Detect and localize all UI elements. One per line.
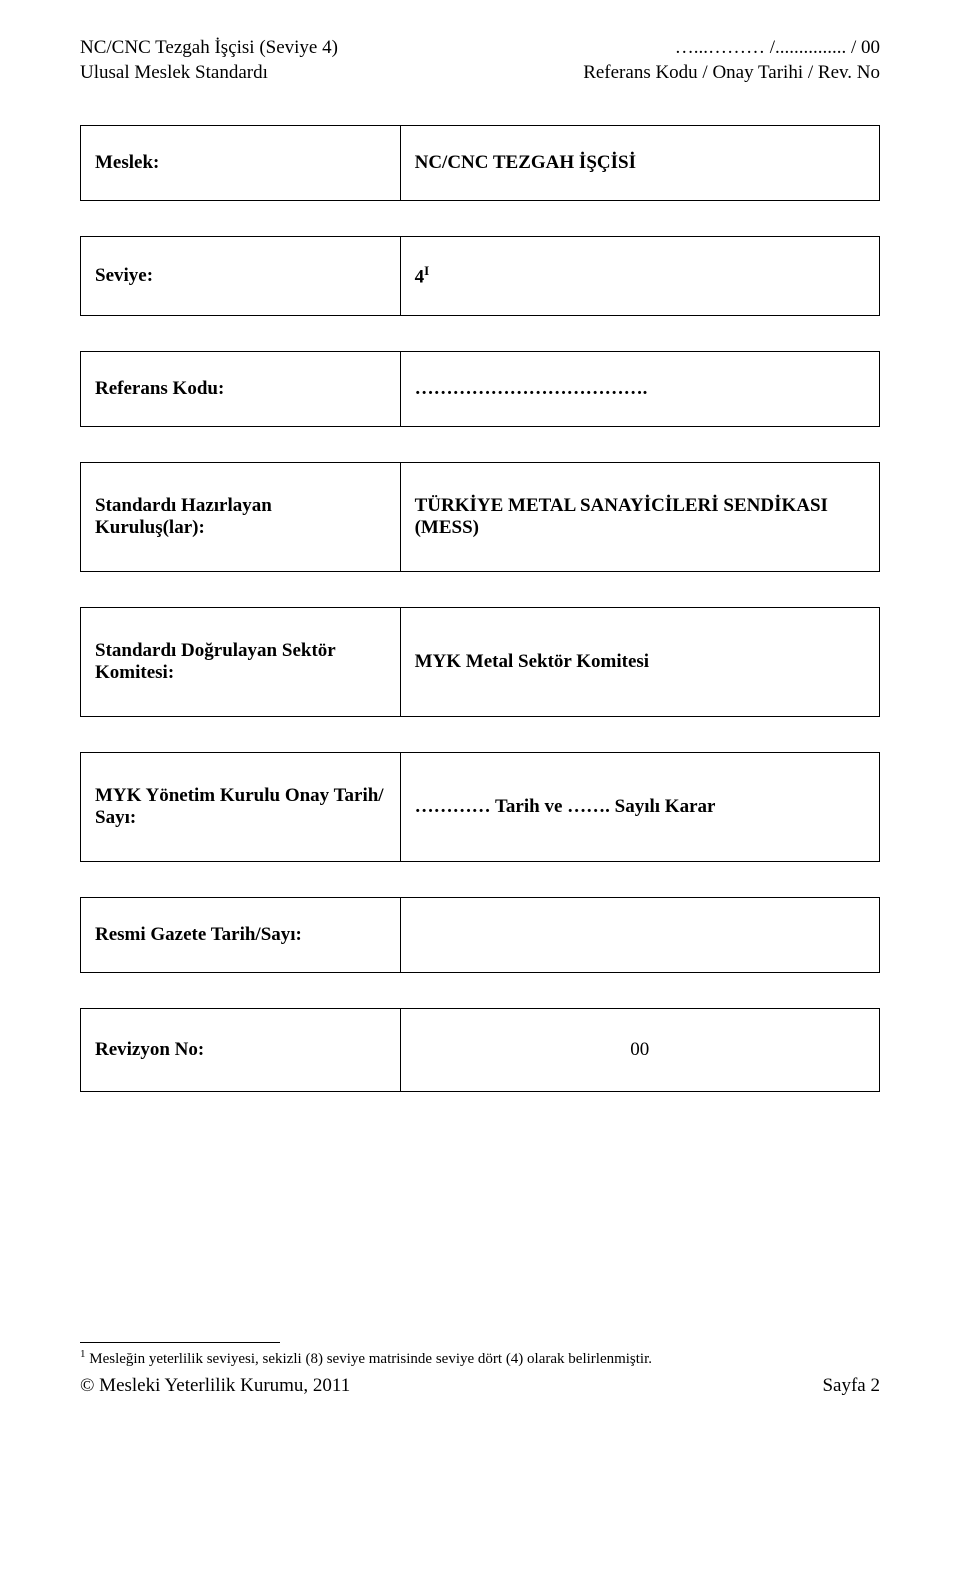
- label-referans: Referans Kodu:: [81, 351, 401, 426]
- value-seviye: 4I: [400, 237, 879, 315]
- value-onay: ………… Tarih ve ……. Sayılı Karar: [400, 752, 879, 861]
- row-onay: MYK Yönetim Kurulu Onay Tarih/ Sayı: …………: [81, 752, 880, 861]
- seviye-prefix: 4: [415, 267, 425, 288]
- row-seviye: Seviye: 4I: [81, 237, 880, 315]
- spacer: [81, 426, 880, 462]
- value-revizyon: 00: [400, 1008, 879, 1091]
- value-dogrulayan: MYK Metal Sektör Komitesi: [400, 607, 879, 716]
- row-meslek: Meslek: NC/CNC TEZGAH İŞÇİSİ: [81, 126, 880, 201]
- value-resmi: [400, 897, 879, 972]
- label-meslek: Meslek:: [81, 126, 401, 201]
- spacer: [81, 972, 880, 1008]
- row-hazirlayan: Standardı Hazırlayan Kuruluş(lar): TÜRKİ…: [81, 462, 880, 571]
- footnote-text: Mesleğin yeterlilik seviyesi, sekizli (8…: [86, 1351, 653, 1367]
- footnote-rule: [80, 1342, 280, 1343]
- header-right-line2: Referans Kodu / Onay Tarihi / Rev. No: [583, 61, 880, 86]
- spacer: [81, 716, 880, 752]
- footer-left: © Mesleki Yeterlilik Kurumu, 2011: [80, 1375, 350, 1397]
- header-left-line2: Ulusal Meslek Standardı: [80, 61, 338, 86]
- spacer: [81, 861, 880, 897]
- value-referans: ……………………………….: [400, 351, 879, 426]
- info-table: Meslek: NC/CNC TEZGAH İŞÇİSİ Seviye: 4I …: [80, 125, 880, 1091]
- page-container: NC/CNC Tezgah İşçisi (Seviye 4) Ulusal M…: [0, 0, 960, 1427]
- row-referans: Referans Kodu: ……………………………….: [81, 351, 880, 426]
- spacer: [81, 201, 880, 237]
- footnote: 1 Mesleğin yeterlilik seviyesi, sekizli …: [80, 1347, 880, 1370]
- value-meslek: NC/CNC TEZGAH İŞÇİSİ: [400, 126, 879, 201]
- header-left-line1: NC/CNC Tezgah İşçisi (Seviye 4): [80, 36, 338, 61]
- row-revizyon: Revizyon No: 00: [81, 1008, 880, 1091]
- header-left: NC/CNC Tezgah İşçisi (Seviye 4) Ulusal M…: [80, 36, 338, 85]
- label-resmi: Resmi Gazete Tarih/Sayı:: [81, 897, 401, 972]
- row-resmi: Resmi Gazete Tarih/Sayı:: [81, 897, 880, 972]
- label-hazirlayan: Standardı Hazırlayan Kuruluş(lar):: [81, 462, 401, 571]
- value-hazirlayan: TÜRKİYE METAL SANAYİCİLERİ SENDİKASI (ME…: [400, 462, 879, 571]
- header-right: …...……… /............... / 00 Referans K…: [583, 36, 880, 85]
- row-dogrulayan: Standardı Doğrulayan Sektör Komitesi: MY…: [81, 607, 880, 716]
- spacer: [81, 571, 880, 607]
- label-onay: MYK Yönetim Kurulu Onay Tarih/ Sayı:: [81, 752, 401, 861]
- label-seviye: Seviye:: [81, 237, 401, 315]
- label-revizyon: Revizyon No:: [81, 1008, 401, 1091]
- header-right-line1: …...……… /............... / 00: [583, 36, 880, 61]
- page-footer: © Mesleki Yeterlilik Kurumu, 2011 Sayfa …: [80, 1375, 880, 1397]
- label-dogrulayan: Standardı Doğrulayan Sektör Komitesi:: [81, 607, 401, 716]
- page-header: NC/CNC Tezgah İşçisi (Seviye 4) Ulusal M…: [80, 36, 880, 85]
- seviye-sup: I: [424, 263, 429, 278]
- footer-right: Sayfa 2: [822, 1375, 880, 1397]
- spacer: [81, 315, 880, 351]
- large-spacer: [80, 1092, 880, 1342]
